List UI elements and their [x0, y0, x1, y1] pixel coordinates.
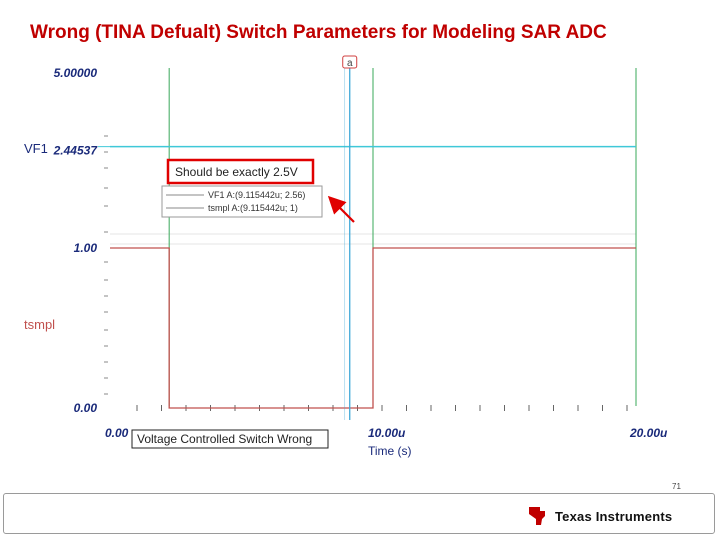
slide-number: 71 — [672, 482, 681, 491]
footer-bar — [3, 493, 715, 534]
slide-title: Wrong (TINA Defualt) Switch Parameters f… — [30, 22, 607, 43]
tsmpl-series-line — [110, 247, 636, 409]
readout-tsmpl: tsmpl A:(9.115442u; 1) — [208, 203, 298, 213]
y-tick-label-bottom-max: 1.00 — [74, 241, 98, 255]
ti-logo-text: Texas Instruments — [555, 509, 673, 524]
callout-box — [166, 158, 315, 185]
callout-arrow — [327, 195, 355, 223]
caption-box — [131, 429, 329, 449]
y-tick-label-vf1-level: 2.44537 — [53, 144, 99, 158]
bottom-panel-ylabel: tsmpl — [24, 317, 55, 332]
y-tick-label-bottom-min: 0.00 — [74, 401, 98, 415]
readout-box — [161, 185, 323, 218]
cursor-label-box — [342, 55, 358, 69]
readout-vf1: VF1 A:(9.115442u; 2.56) — [208, 190, 305, 200]
caption-text: Voltage Controlled Switch Wrong — [137, 432, 312, 446]
top-panel-ylabel: VF1 — [24, 141, 48, 156]
x-axis-label: Time (s) — [368, 444, 412, 458]
y-tick-label-top-max: 5.00000 — [54, 66, 98, 80]
x-tick-label-2: 20.00u — [629, 426, 668, 440]
cursor-label: a — [347, 58, 353, 69]
x-tick-label-1: 10.00u — [368, 426, 406, 440]
callout-text: Should be exactly 2.5V — [175, 165, 298, 179]
ti-logo-icon — [529, 507, 545, 525]
x-tick-label-0: 0.00 — [105, 426, 129, 440]
